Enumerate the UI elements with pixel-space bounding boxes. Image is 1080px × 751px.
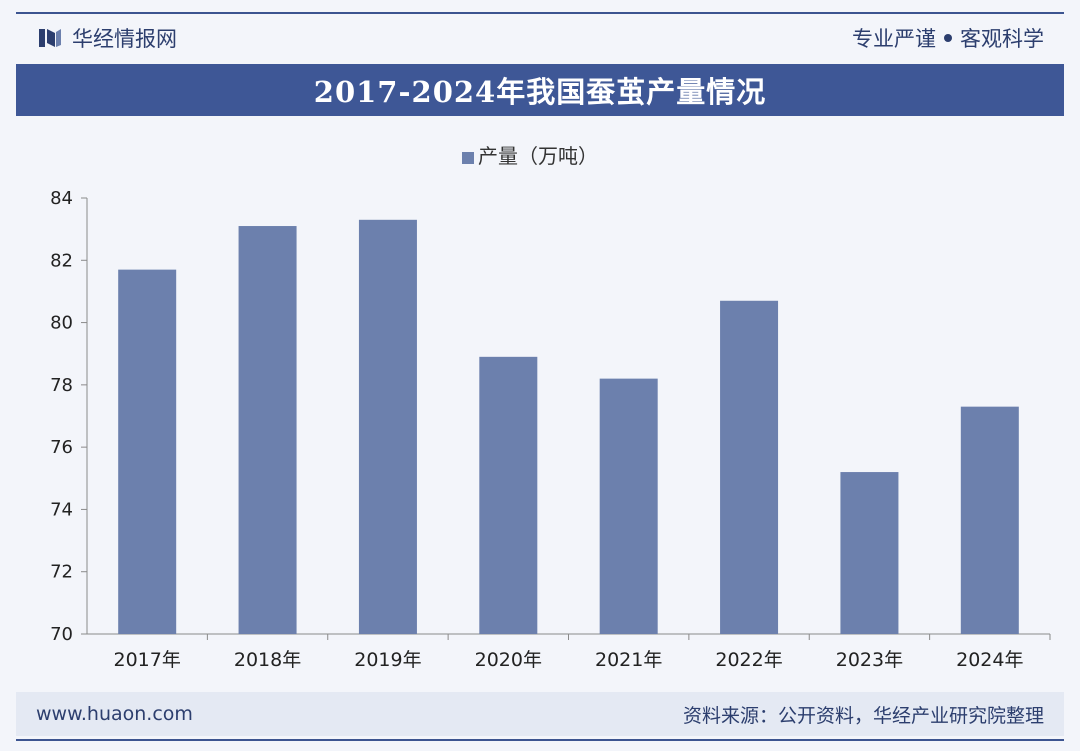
- bar-chart: 产量（万吨） 70 72 74 76 78 80 82 84 2017年 2018年 2019年 202…: [50, 144, 1051, 671]
- bar: [358, 219, 417, 635]
- chart-area: 产量（万吨） 70 72 74 76 78 80 82 84 2017年 2018年 2019年 202…: [0, 130, 1080, 690]
- brand-name: 华经情报网: [72, 27, 177, 51]
- x-tick-label: 2020年: [475, 649, 542, 671]
- y-tick-label: 78: [50, 375, 73, 396]
- bar: [118, 269, 177, 634]
- footer-bar: [16, 692, 1064, 736]
- bottom-rule: [16, 739, 1064, 741]
- x-tick-label: 2019年: [354, 649, 421, 671]
- slogan-right: 客观科学: [960, 27, 1044, 51]
- x-tick-label: 2023年: [836, 649, 903, 671]
- bar: [840, 472, 899, 634]
- y-tick-label: 80: [50, 313, 73, 334]
- bar: [479, 356, 538, 634]
- x-tick-label: 2022年: [715, 649, 782, 671]
- chart-title: 2017-2024年我国蚕茧产量情况: [16, 64, 1064, 116]
- bar: [960, 406, 1019, 634]
- slogan-left: 专业严谨: [852, 27, 936, 51]
- bar: [720, 300, 779, 634]
- brand: 华经情报网: [38, 24, 177, 52]
- y-tick-label: 76: [50, 437, 73, 458]
- slogan: 专业严谨 客观科学: [852, 24, 1044, 52]
- legend-swatch: [462, 152, 474, 164]
- y-tick-label: 84: [50, 188, 73, 209]
- footer-website[interactable]: www.huaon.com: [36, 703, 193, 725]
- x-tick-label: 2024年: [956, 649, 1023, 671]
- y-tick-label: 72: [50, 562, 73, 583]
- footer-source: 资料来源：公开资料，华经产业研究院整理: [682, 704, 1044, 727]
- y-tick-label: 70: [50, 624, 73, 645]
- slogan-dot-icon: [944, 34, 952, 42]
- x-tick-label: 2021年: [595, 649, 662, 671]
- top-rule: [16, 12, 1064, 14]
- x-tick-label: 2017年: [114, 649, 181, 671]
- brand-logo-icon: [39, 29, 61, 47]
- x-tick-label: 2018年: [234, 649, 301, 671]
- bar: [238, 226, 297, 634]
- bar: [599, 378, 658, 634]
- y-tick-label: 74: [50, 499, 73, 520]
- y-tick-label: 82: [50, 250, 73, 271]
- legend-label: 产量（万吨）: [478, 144, 598, 168]
